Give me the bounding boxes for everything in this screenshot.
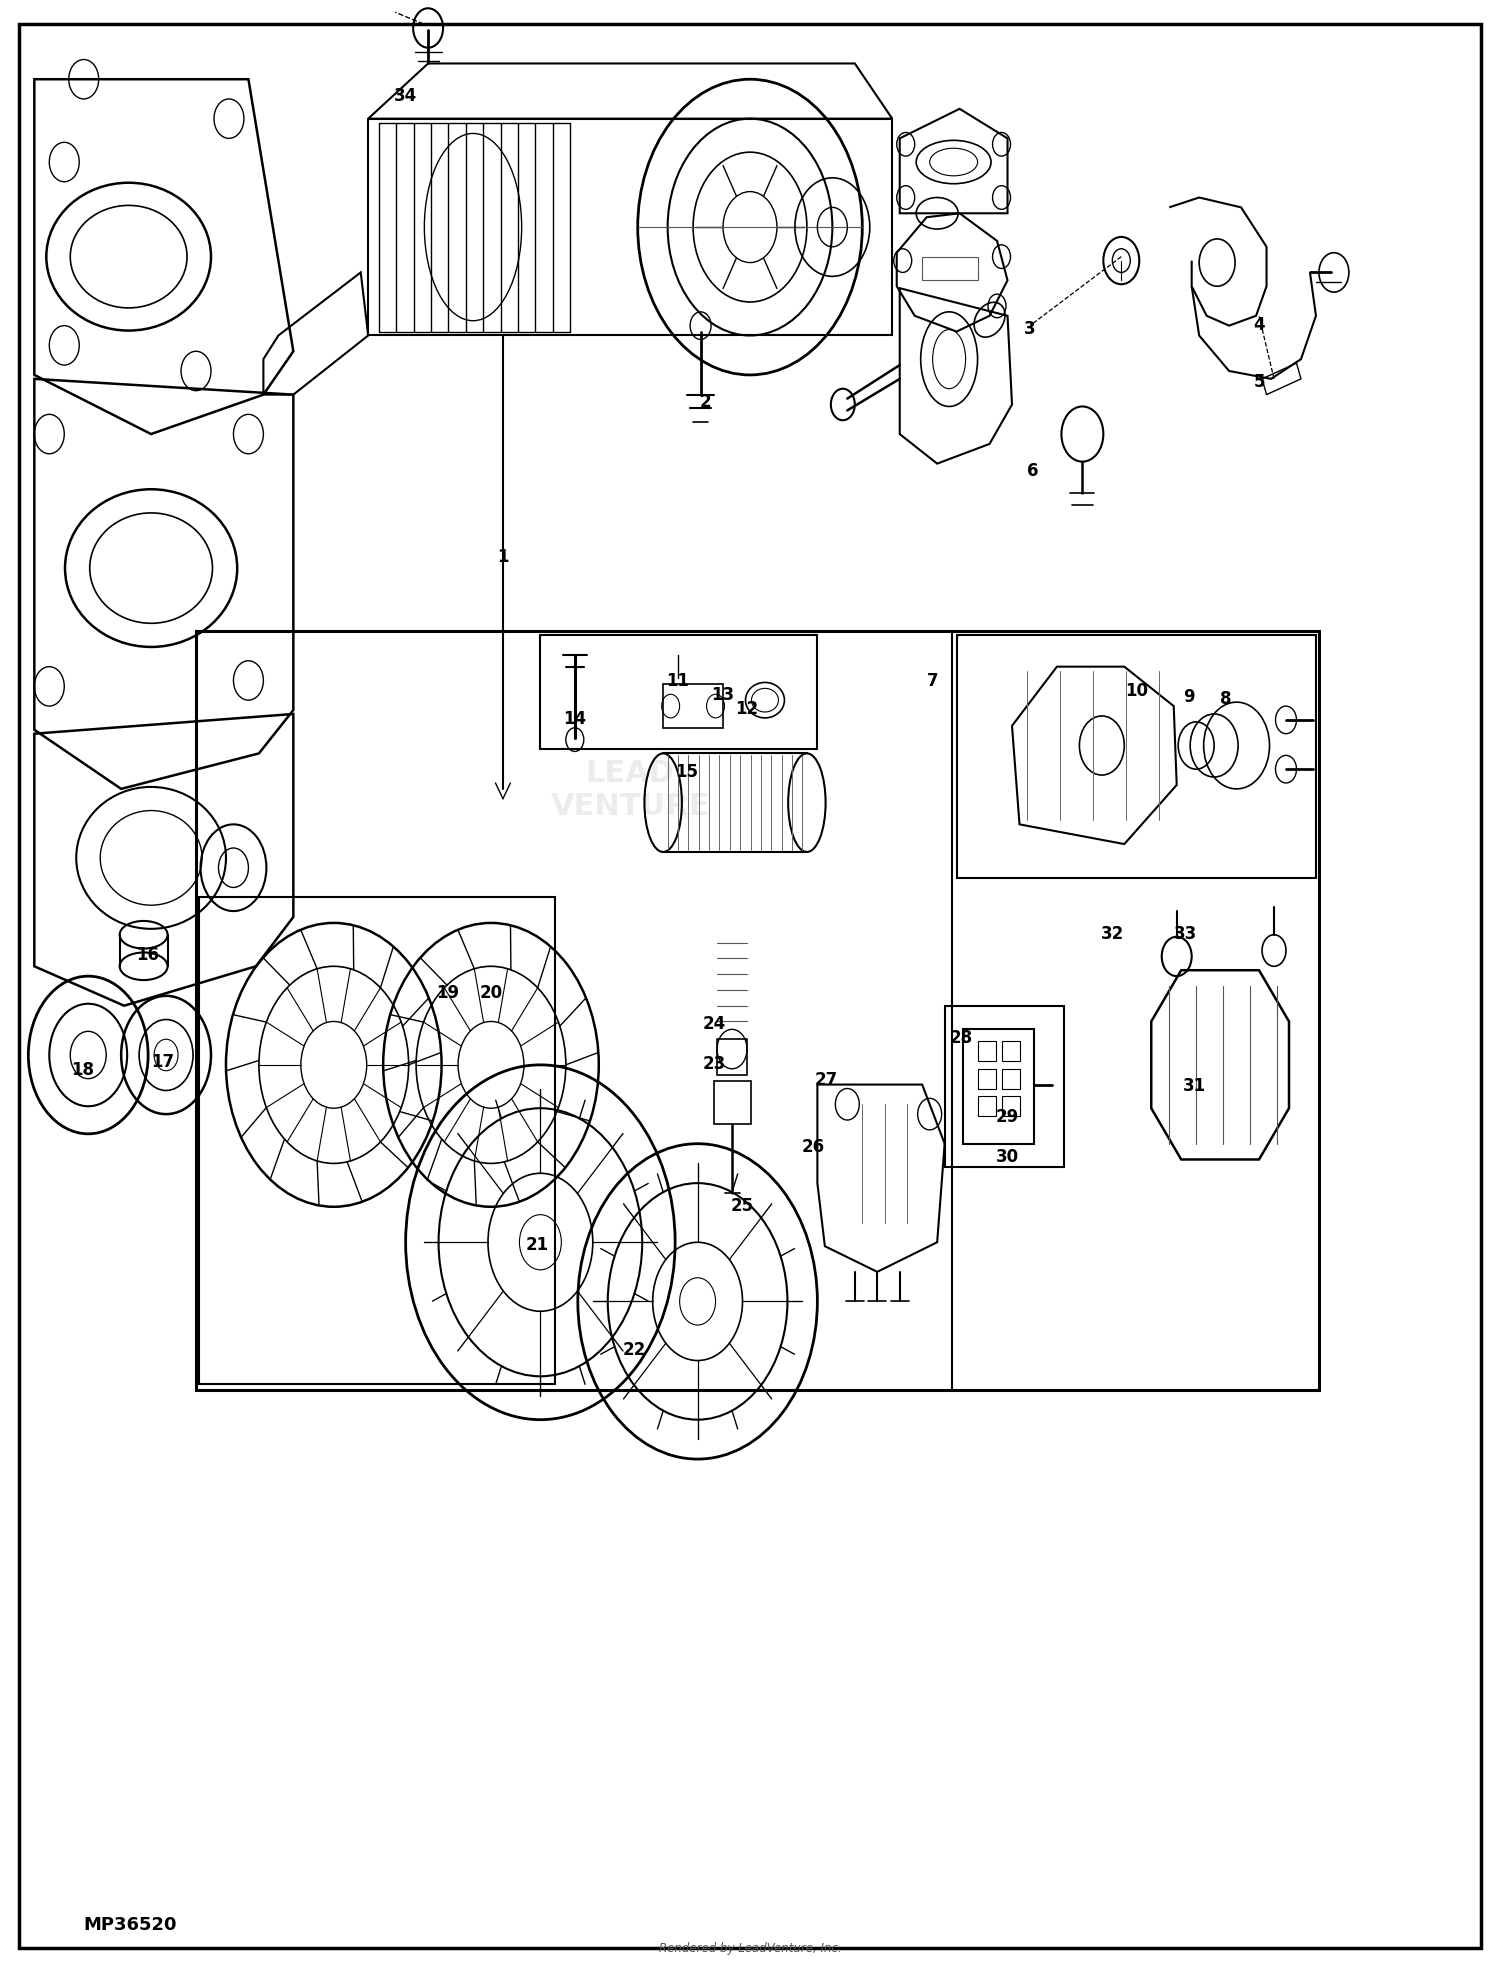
Text: 18: 18 [70, 1060, 93, 1079]
Bar [1002, 1042, 1020, 1061]
Bar [717, 1040, 747, 1075]
Bar [978, 1069, 996, 1089]
Text: 29: 29 [996, 1107, 1018, 1125]
Text: 3: 3 [1024, 320, 1036, 337]
Text: 6: 6 [1028, 462, 1038, 479]
Bar [663, 685, 723, 728]
Text: Rendered by LeadVenture, Inc.: Rendered by LeadVenture, Inc. [658, 1941, 842, 1955]
Text: 20: 20 [480, 983, 502, 1002]
Bar [963, 1030, 1035, 1144]
Bar [978, 1097, 996, 1117]
Text: 1: 1 [496, 548, 508, 566]
Text: 11: 11 [666, 673, 690, 691]
Text: 2: 2 [699, 393, 711, 410]
Bar [1002, 1097, 1020, 1117]
Text: LEAD
VENTURE: LEAD VENTURE [550, 758, 710, 821]
Text: 23: 23 [702, 1054, 726, 1073]
Text: 17: 17 [152, 1052, 174, 1071]
Text: 9: 9 [1184, 689, 1194, 706]
Text: 10: 10 [1125, 683, 1148, 700]
Bar [714, 1081, 752, 1125]
Text: 5: 5 [1254, 373, 1264, 391]
Text: 30: 30 [996, 1146, 1018, 1164]
Text: 33: 33 [1174, 923, 1197, 943]
Text: 25: 25 [730, 1196, 754, 1213]
Text: 31: 31 [1184, 1075, 1206, 1093]
Text: 32: 32 [1101, 923, 1124, 943]
Text: 14: 14 [564, 710, 586, 728]
Text: 27: 27 [815, 1069, 839, 1087]
Text: 7: 7 [927, 673, 939, 691]
Text: 19: 19 [436, 983, 459, 1002]
Text: 21: 21 [526, 1235, 549, 1253]
Text: MP36520: MP36520 [84, 1916, 177, 1934]
Text: 13: 13 [711, 687, 735, 704]
Text: 22: 22 [622, 1340, 646, 1357]
Text: 28: 28 [950, 1028, 972, 1048]
Text: 15: 15 [675, 764, 699, 781]
Bar [978, 1042, 996, 1061]
Text: 24: 24 [702, 1014, 726, 1034]
Text: 8: 8 [1221, 691, 1232, 708]
Text: 12: 12 [735, 700, 759, 718]
Text: 16: 16 [136, 945, 159, 965]
Text: 34: 34 [394, 87, 417, 105]
Text: 26: 26 [801, 1136, 825, 1154]
Text: 4: 4 [1252, 316, 1264, 333]
Bar [1002, 1069, 1020, 1089]
